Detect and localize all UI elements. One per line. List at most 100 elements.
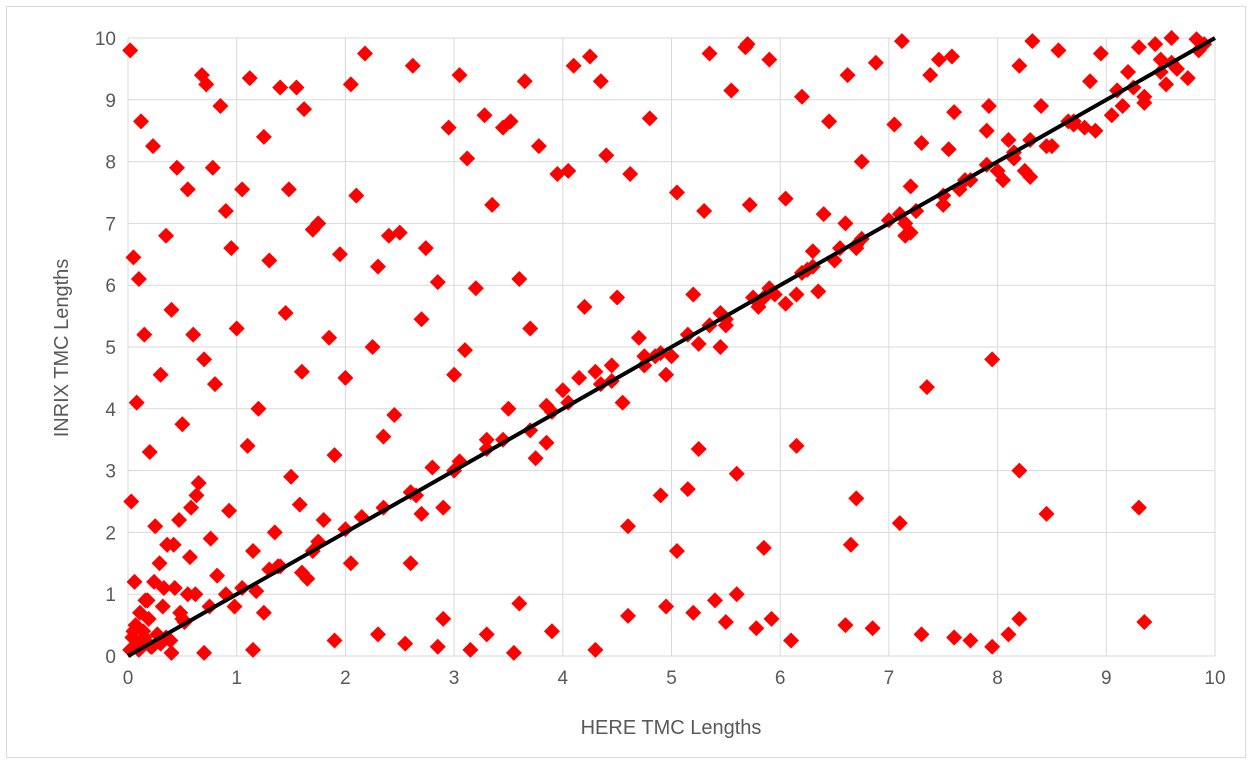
data-point <box>511 271 528 288</box>
data-point <box>1087 122 1104 139</box>
trend-line-layer <box>127 36 1216 658</box>
data-point <box>154 598 171 615</box>
data-point <box>777 190 794 207</box>
data-point <box>978 122 995 139</box>
data-point <box>183 499 200 516</box>
data-point <box>145 138 162 155</box>
data-point <box>272 79 289 96</box>
data-point <box>685 286 702 303</box>
data-point <box>370 626 387 643</box>
data-point <box>522 320 539 337</box>
y-tick-label: 8 <box>105 153 116 174</box>
data-point <box>984 638 1001 655</box>
data-point <box>326 632 343 649</box>
data-point <box>446 366 463 383</box>
data-point <box>886 116 903 133</box>
data-point <box>239 437 256 454</box>
data-point <box>690 335 707 352</box>
data-point <box>315 512 332 529</box>
data-point <box>1038 505 1055 522</box>
data-point <box>204 159 221 176</box>
data-point <box>918 379 935 396</box>
data-point <box>130 271 147 288</box>
data-point <box>198 76 215 93</box>
data-point <box>456 342 473 359</box>
data-point <box>788 286 805 303</box>
data-point <box>755 539 772 556</box>
data-point <box>1022 131 1039 148</box>
data-point <box>748 620 765 637</box>
data-point <box>424 459 441 476</box>
data-point <box>530 138 547 155</box>
data-point <box>587 641 604 658</box>
data-point <box>935 196 952 213</box>
data-point <box>226 598 243 615</box>
data-point <box>128 394 145 411</box>
data-point <box>126 573 143 590</box>
data-point <box>179 181 196 198</box>
data-point <box>467 280 484 297</box>
x-tick-label: 8 <box>992 668 1003 689</box>
data-point <box>291 496 308 513</box>
data-point <box>592 73 609 90</box>
data-point <box>364 339 381 355</box>
data-point <box>962 632 979 649</box>
data-point <box>158 227 175 244</box>
data-point <box>413 505 430 522</box>
data-point <box>946 629 963 646</box>
data-point <box>712 339 729 355</box>
y-tick-label: 9 <box>105 91 116 112</box>
y-tick-label: 1 <box>105 585 116 606</box>
data-point <box>511 595 528 612</box>
data-point <box>1114 97 1131 114</box>
data-point <box>185 326 202 343</box>
grid-lines <box>127 37 1216 657</box>
data-point <box>527 450 544 467</box>
data-point <box>1033 97 1050 114</box>
data-point <box>375 428 392 445</box>
data-point <box>1130 39 1147 56</box>
data-point <box>576 298 593 315</box>
data-point <box>658 598 675 615</box>
data-point <box>162 632 179 649</box>
data-point <box>283 468 300 485</box>
data-point <box>902 178 919 195</box>
data-point <box>581 48 598 65</box>
data-point <box>891 515 908 532</box>
data-point <box>152 366 169 383</box>
y-tick-label: 10 <box>95 29 116 50</box>
data-point <box>166 580 183 597</box>
x-tick-label: 4 <box>558 668 569 689</box>
data-point <box>668 184 685 201</box>
data-point <box>261 252 278 269</box>
x-axis-title: HERE TMC Lengths <box>581 717 762 739</box>
data-point <box>842 536 859 553</box>
data-point <box>690 440 707 457</box>
data-point <box>930 51 947 68</box>
data-point <box>321 329 338 346</box>
data-point <box>777 295 794 312</box>
data-point <box>505 644 522 661</box>
data-point <box>245 641 262 658</box>
data-point <box>288 79 305 96</box>
data-point <box>630 329 647 346</box>
data-point <box>133 113 150 130</box>
data-point <box>946 104 963 121</box>
data-point <box>1024 33 1041 50</box>
data-point <box>122 42 139 59</box>
data-point <box>603 357 620 374</box>
data-point <box>913 135 930 152</box>
data-point <box>435 610 452 627</box>
data-point <box>206 376 223 393</box>
data-point <box>168 159 185 176</box>
data-point <box>864 620 881 637</box>
data-point <box>478 626 495 643</box>
data-point <box>821 113 838 130</box>
data-point <box>277 305 294 322</box>
data-point <box>620 607 637 624</box>
x-tick-label: 7 <box>884 668 895 689</box>
data-point <box>1130 499 1147 516</box>
data-point <box>342 76 359 93</box>
data-point <box>174 416 191 433</box>
data-point <box>516 73 533 90</box>
